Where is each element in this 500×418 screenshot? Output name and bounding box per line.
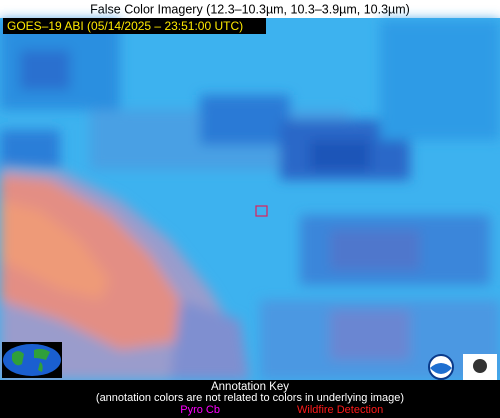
timestamp-label: GOES–19 ABI (05/14/2025 – 23:51:00 UTC) bbox=[7, 19, 243, 33]
annotation-key-bar bbox=[0, 380, 500, 418]
title-bar bbox=[0, 0, 500, 18]
timestamp-box bbox=[3, 18, 266, 34]
annotation-key-title: Annotation Key bbox=[211, 381, 289, 393]
wildfire-key: Wildfire Detection bbox=[297, 404, 383, 416]
title: False Color Imagery (12.3–10.3µm, 10.3–3… bbox=[90, 2, 410, 16]
pyro-cb-key: Pyro Cb bbox=[180, 404, 220, 416]
globe-logo bbox=[2, 342, 62, 378]
noaa-logo bbox=[428, 354, 454, 380]
detection-box bbox=[255, 205, 268, 217]
cimss-logo bbox=[463, 354, 497, 380]
annotation-key-note: (annotation colors are not related to co… bbox=[96, 392, 404, 404]
satellite-image bbox=[0, 18, 500, 380]
